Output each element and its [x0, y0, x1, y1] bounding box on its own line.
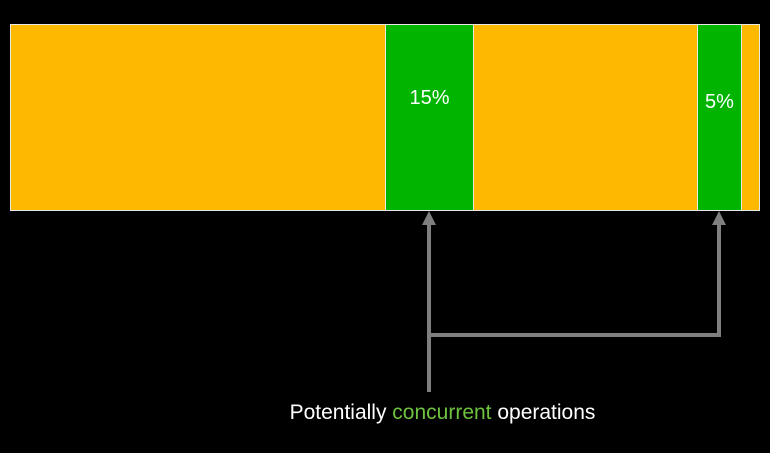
sequential-segment-1 [11, 25, 385, 210]
right-arrow-connector [429, 224, 721, 337]
left-arrowhead-icon [422, 211, 436, 225]
sequential-segment-3 [742, 25, 759, 210]
execution-time-bar: 15% 5% [10, 24, 760, 211]
caption-suffix: operations [491, 401, 596, 424]
sequential-segment-2 [474, 25, 697, 210]
caption: Potentially concurrent operations [0, 401, 770, 425]
concurrent-segment-2-label: 5% [705, 91, 734, 113]
caption-prefix: Potentially [289, 401, 393, 424]
concurrent-segment-1-label: 15% [409, 87, 450, 109]
right-arrowhead-icon [712, 211, 726, 225]
caption-highlight: concurrent [392, 401, 492, 424]
concurrent-segment-2: 5% [697, 25, 742, 210]
concurrent-segment-1: 15% [385, 25, 474, 210]
